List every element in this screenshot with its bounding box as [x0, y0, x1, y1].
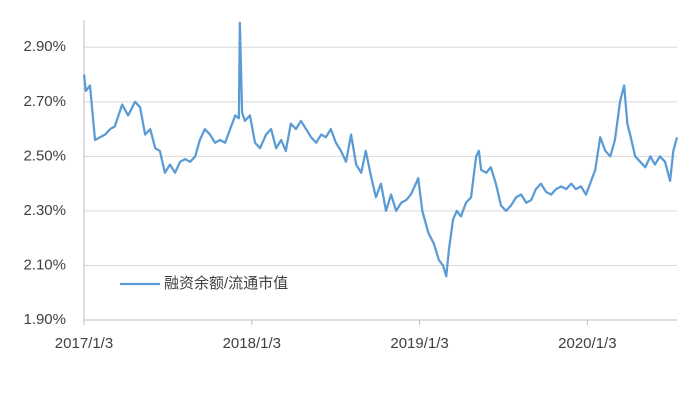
x-tick-label: 2019/1/3: [390, 335, 448, 352]
y-tick-label: 1.90%: [23, 311, 66, 328]
y-tick-label: 2.10%: [23, 256, 66, 273]
y-tick-label: 2.50%: [23, 147, 66, 164]
legend-label: 融资余额/流通市值: [164, 274, 288, 292]
data-line: [82, 21, 679, 278]
x-tick-label: 2018/1/3: [223, 335, 281, 352]
y-tick-label: 2.70%: [23, 93, 66, 110]
x-tick-label: 2017/1/3: [55, 335, 113, 352]
y-tick-label: 2.30%: [23, 202, 66, 219]
y-tick-label: 2.90%: [23, 38, 66, 55]
x-tick-label: 2020/1/3: [558, 335, 616, 352]
